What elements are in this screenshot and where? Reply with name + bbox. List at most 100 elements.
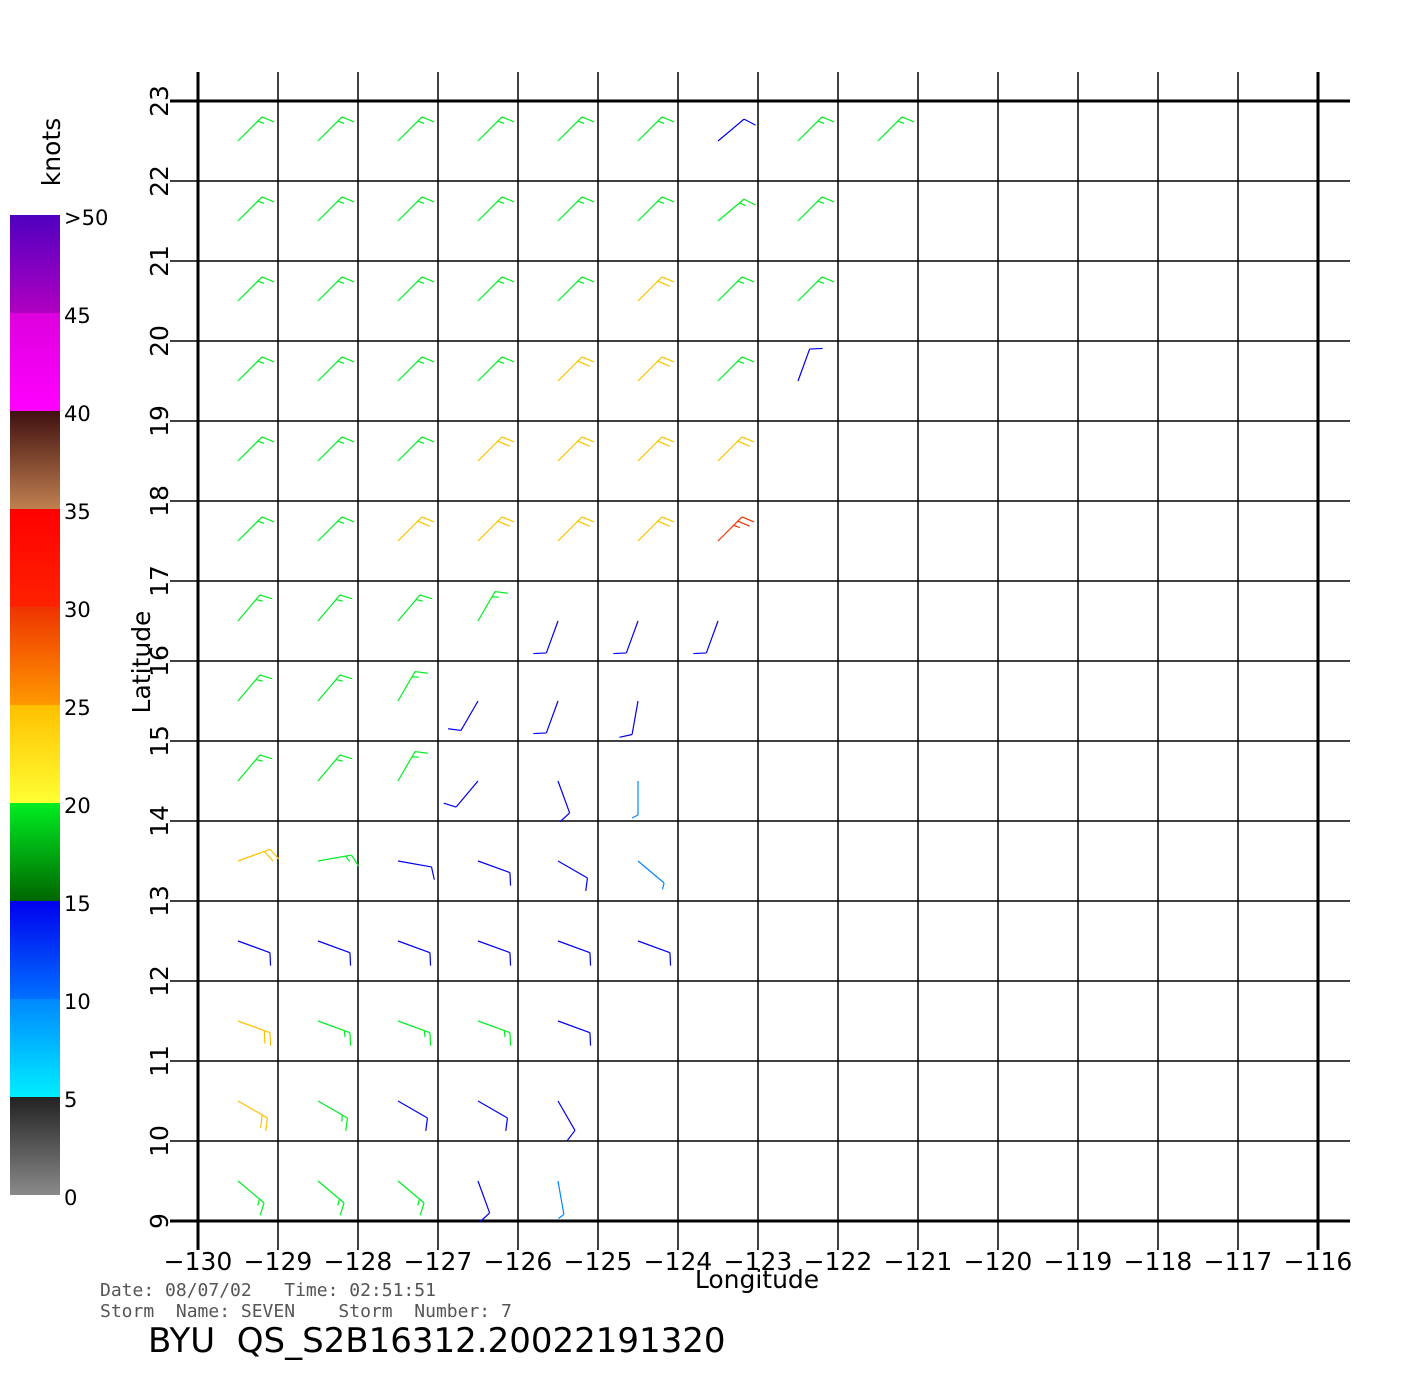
wind-barb (797, 347, 823, 382)
wind-barb (557, 436, 595, 462)
wind-barb (477, 516, 515, 542)
wind-barb (619, 700, 639, 738)
wind-barb (397, 436, 435, 462)
x-tick-label: −119 (1044, 1247, 1113, 1276)
wind-barb (557, 780, 571, 823)
colorbar-tick-label: 20 (64, 794, 91, 818)
wind-barb (443, 780, 479, 808)
wind-barb (237, 848, 280, 862)
wind-barb (397, 670, 428, 702)
y-tick-label: 12 (145, 965, 174, 997)
wind-barb (237, 196, 275, 222)
colorbar-tick-label: 35 (64, 500, 91, 524)
wind-barb (717, 118, 756, 142)
wind-barb (317, 436, 355, 462)
colorbar-tick-label: 10 (64, 990, 91, 1014)
colorbar-label: knots (37, 118, 66, 186)
x-tick-label: −123 (724, 1247, 793, 1276)
y-tick-label: 20 (145, 325, 174, 357)
date-text: Date: 08/07/02 Time: 02:51:51 (100, 1280, 436, 1301)
wind-barb (237, 1180, 265, 1216)
wind-barb (717, 356, 755, 382)
x-tick-label: −128 (324, 1247, 393, 1276)
wind-barb (717, 198, 756, 222)
wind-barb (317, 276, 355, 302)
wind-barb (317, 754, 353, 782)
y-tick-label: 23 (145, 85, 174, 117)
wind-barb (397, 1100, 429, 1131)
wind-barb (237, 1020, 272, 1046)
wind-barb (317, 356, 355, 382)
wind-barb (397, 1020, 432, 1046)
wind-barb (448, 700, 479, 732)
y-tick-label: 13 (145, 885, 174, 917)
wind-barb (397, 940, 432, 966)
wind-barb (533, 700, 559, 735)
wind-barb (477, 276, 515, 302)
x-tick-label: −125 (564, 1247, 633, 1276)
x-tick-label: −129 (244, 1247, 313, 1276)
wind-barb (237, 276, 275, 302)
wind-barb (477, 1020, 512, 1046)
storm-text: Storm Name: SEVEN Storm Number: 7 (100, 1301, 512, 1322)
wind-barb (397, 516, 435, 542)
wind-barb (317, 940, 352, 966)
wind-barb (237, 940, 272, 966)
wind-barb (797, 116, 835, 142)
wind-barb (317, 1180, 345, 1216)
wind-barb (477, 1180, 491, 1223)
wind-barb (557, 516, 595, 542)
wind-barb (237, 754, 273, 782)
wind-barb (637, 860, 665, 890)
wind-barb (533, 620, 559, 655)
wind-barb (477, 436, 515, 462)
colorbar-band (10, 411, 60, 509)
wind-barb (397, 196, 435, 222)
wind-barb (317, 116, 355, 142)
wind-barb (477, 116, 515, 142)
wind-barb (237, 674, 273, 702)
colorbar-band (10, 215, 60, 313)
y-axis-label: Latitude (127, 611, 156, 714)
colorbar-band (10, 509, 60, 607)
wind-barb (477, 196, 515, 222)
wind-barb (557, 356, 595, 382)
colorbar-tick-label: 15 (64, 892, 91, 916)
file-name: BYU QS_S2B16312.20022191320 (148, 1321, 726, 1361)
wind-barb (557, 860, 589, 891)
wind-barb (717, 276, 755, 302)
wind-barb (877, 116, 915, 142)
wind-barb (397, 594, 433, 622)
y-tick-label: 21 (145, 245, 174, 277)
x-tick-label: −121 (884, 1247, 953, 1276)
wind-barb (237, 516, 275, 542)
colorbar-tick-label: 25 (64, 696, 91, 720)
wind-barb (477, 590, 508, 622)
colorbar-band (10, 607, 60, 705)
wind-barb (477, 940, 512, 966)
wind-barb (237, 594, 273, 622)
wind-barb (477, 860, 512, 886)
wind-barb (317, 1100, 349, 1131)
x-tick-label: −120 (964, 1247, 1033, 1276)
wind-barb (637, 276, 675, 302)
wind-barb (317, 1020, 352, 1046)
wind-barb (637, 516, 675, 542)
wind-barb (557, 1020, 592, 1046)
wind-barb (693, 620, 719, 655)
wind-barb (637, 356, 675, 382)
y-tick-label: 19 (145, 405, 174, 437)
wind-barb (397, 116, 435, 142)
x-tick-label: −127 (404, 1247, 473, 1276)
colorbar-tick-label: 30 (64, 598, 91, 622)
wind-barb (557, 1180, 565, 1219)
colorbar-tick-label: 0 (64, 1186, 77, 1210)
wind-barb (717, 436, 755, 462)
wind-barb (317, 196, 355, 222)
colorbar-tick-label: 5 (64, 1088, 77, 1112)
wind-barb (477, 356, 515, 382)
wind-barb (797, 196, 835, 222)
wind-barb (797, 276, 835, 302)
